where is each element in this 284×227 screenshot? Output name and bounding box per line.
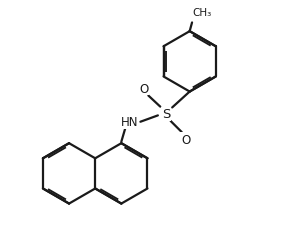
Text: O: O bbox=[139, 82, 148, 95]
Text: CH₃: CH₃ bbox=[193, 8, 212, 18]
Text: O: O bbox=[181, 133, 190, 146]
Text: HN: HN bbox=[120, 116, 138, 129]
Text: S: S bbox=[162, 108, 170, 121]
